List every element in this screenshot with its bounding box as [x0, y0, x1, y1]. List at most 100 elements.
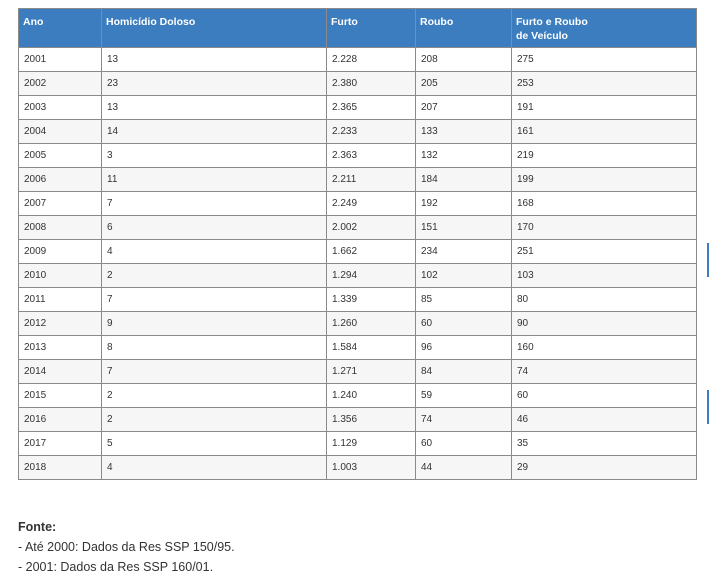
table-cell: 251	[511, 239, 697, 264]
table-cell: 207	[415, 95, 512, 120]
table-cell: 2013	[18, 335, 102, 360]
table-cell: 4	[101, 455, 327, 480]
table-cell: 2.380	[326, 71, 416, 96]
table-cell: 9	[101, 311, 327, 336]
table-row: 2005 3 2.363 132 219	[18, 143, 697, 168]
table-cell: 46	[511, 407, 697, 432]
table-row: 2016 2 1.356 74 46	[18, 407, 697, 432]
table-cell: 2.365	[326, 95, 416, 120]
table-cell: 2	[101, 263, 327, 288]
table-cell: 2	[101, 407, 327, 432]
table-cell: 1.356	[326, 407, 416, 432]
table-row: 2015 2 1.240 59 60	[18, 383, 697, 408]
table-cell: 60	[415, 311, 512, 336]
table-cell: 1.260	[326, 311, 416, 336]
table-cell: 1.339	[326, 287, 416, 312]
header-row: Ano Homicídio Doloso Furto Roubo Furto e…	[18, 8, 697, 48]
table-row: 2006 11 2.211 184 199	[18, 167, 697, 192]
column-header: Roubo	[415, 8, 512, 48]
column-header: Homicídio Doloso	[101, 8, 327, 48]
table-cell: 205	[415, 71, 512, 96]
table-cell: 2010	[18, 263, 102, 288]
table-cell: 103	[511, 263, 697, 288]
table-row: 2004 14 2.233 133 161	[18, 119, 697, 144]
source-note: Fonte: - Até 2000: Dados da Res SSP 150/…	[18, 517, 235, 577]
table-cell: 80	[511, 287, 697, 312]
column-header: Ano	[18, 8, 102, 48]
table-cell: 2.363	[326, 143, 416, 168]
column-header: Furto e Roubo de Veículo	[511, 8, 697, 48]
table-cell: 59	[415, 383, 512, 408]
table-cell: 2007	[18, 191, 102, 216]
table-cell: 29	[511, 455, 697, 480]
table-cell: 2.228	[326, 47, 416, 72]
table-cell: 2.002	[326, 215, 416, 240]
table-cell: 2005	[18, 143, 102, 168]
table-row: 2009 4 1.662 234 251	[18, 239, 697, 264]
table-cell: 1.584	[326, 335, 416, 360]
table-cell: 184	[415, 167, 512, 192]
table-cell: 7	[101, 287, 327, 312]
table-cell: 199	[511, 167, 697, 192]
table-cell: 2002	[18, 71, 102, 96]
table-cell: 1.294	[326, 263, 416, 288]
table-cell: 170	[511, 215, 697, 240]
table-cell: 85	[415, 287, 512, 312]
table-cell: 132	[415, 143, 512, 168]
table-cell: 161	[511, 119, 697, 144]
table-cell: 191	[511, 95, 697, 120]
source-line: - 2001: Dados da Res SSP 160/01.	[18, 560, 214, 574]
table-cell: 60	[415, 431, 512, 456]
table-row: 2014 7 1.271 84 74	[18, 359, 697, 384]
table-row: 2007 7 2.249 192 168	[18, 191, 697, 216]
source-line: - Até 2000: Dados da Res SSP 150/95.	[18, 540, 235, 554]
table-cell: 2.249	[326, 191, 416, 216]
table-cell: 2017	[18, 431, 102, 456]
table-cell: 1.240	[326, 383, 416, 408]
crime-statistics-table: Ano Homicídio Doloso Furto Roubo Furto e…	[18, 8, 697, 480]
table-cell: 44	[415, 455, 512, 480]
table-cell: 208	[415, 47, 512, 72]
table-body: 2001 13 2.228 208 275 2002 23 2.380 205 253 2003 13…	[18, 47, 697, 480]
table-cell: 90	[511, 311, 697, 336]
scroll-indicator	[707, 390, 709, 424]
table-row: 2018 4 1.003 44 29	[18, 455, 697, 480]
table-row: 2011 7 1.339 85 80	[18, 287, 697, 312]
table-cell: 84	[415, 359, 512, 384]
table-row: 2013 8 1.584 96 160	[18, 335, 697, 360]
source-label: Fonte:	[18, 520, 57, 534]
table-cell: 1.662	[326, 239, 416, 264]
table-cell: 74	[415, 407, 512, 432]
table-cell: 14	[101, 119, 327, 144]
table-cell: 1.129	[326, 431, 416, 456]
table-cell: 2.233	[326, 119, 416, 144]
table-cell: 4	[101, 239, 327, 264]
table-cell: 11	[101, 167, 327, 192]
table-row: 2010 2 1.294 102 103	[18, 263, 697, 288]
table-cell: 2008	[18, 215, 102, 240]
table-row: 2012 9 1.260 60 90	[18, 311, 697, 336]
scroll-indicator	[707, 243, 709, 277]
table-cell: 2	[101, 383, 327, 408]
table-cell: 8	[101, 335, 327, 360]
table-cell: 60	[511, 383, 697, 408]
column-header: Furto	[326, 8, 416, 48]
table-cell: 133	[415, 119, 512, 144]
table-cell: 3	[101, 143, 327, 168]
table-cell: 6	[101, 215, 327, 240]
table-cell: 2003	[18, 95, 102, 120]
table-row: 2001 13 2.228 208 275	[18, 47, 697, 72]
table-cell: 275	[511, 47, 697, 72]
table-cell: 2018	[18, 455, 102, 480]
table-cell: 2009	[18, 239, 102, 264]
table-cell: 2011	[18, 287, 102, 312]
table-cell: 234	[415, 239, 512, 264]
table-cell: 23	[101, 71, 327, 96]
table-cell: 2014	[18, 359, 102, 384]
table-cell: 102	[415, 263, 512, 288]
table-cell: 2016	[18, 407, 102, 432]
table-cell: 2012	[18, 311, 102, 336]
table-cell: 2015	[18, 383, 102, 408]
table-cell: 7	[101, 359, 327, 384]
table-cell: 74	[511, 359, 697, 384]
